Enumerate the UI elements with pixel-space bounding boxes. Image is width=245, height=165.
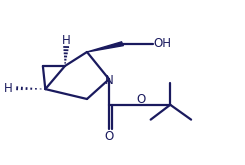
Text: N: N — [105, 74, 113, 86]
Text: O: O — [136, 93, 146, 106]
Text: H: H — [62, 34, 71, 47]
Polygon shape — [87, 42, 123, 52]
Text: OH: OH — [153, 37, 172, 50]
Text: H: H — [3, 82, 12, 95]
Text: O: O — [104, 130, 114, 143]
